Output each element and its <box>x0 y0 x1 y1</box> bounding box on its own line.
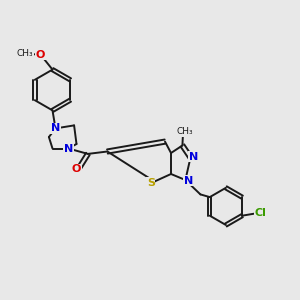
Text: CH₃: CH₃ <box>176 127 193 136</box>
Text: CH₃: CH₃ <box>16 50 33 58</box>
Text: N: N <box>184 176 193 186</box>
Text: N: N <box>51 123 60 134</box>
Text: N: N <box>64 143 73 154</box>
Text: N: N <box>189 152 198 162</box>
Text: O: O <box>72 164 81 174</box>
Text: Cl: Cl <box>254 208 266 218</box>
Text: S: S <box>147 178 155 188</box>
Text: O: O <box>36 50 45 60</box>
